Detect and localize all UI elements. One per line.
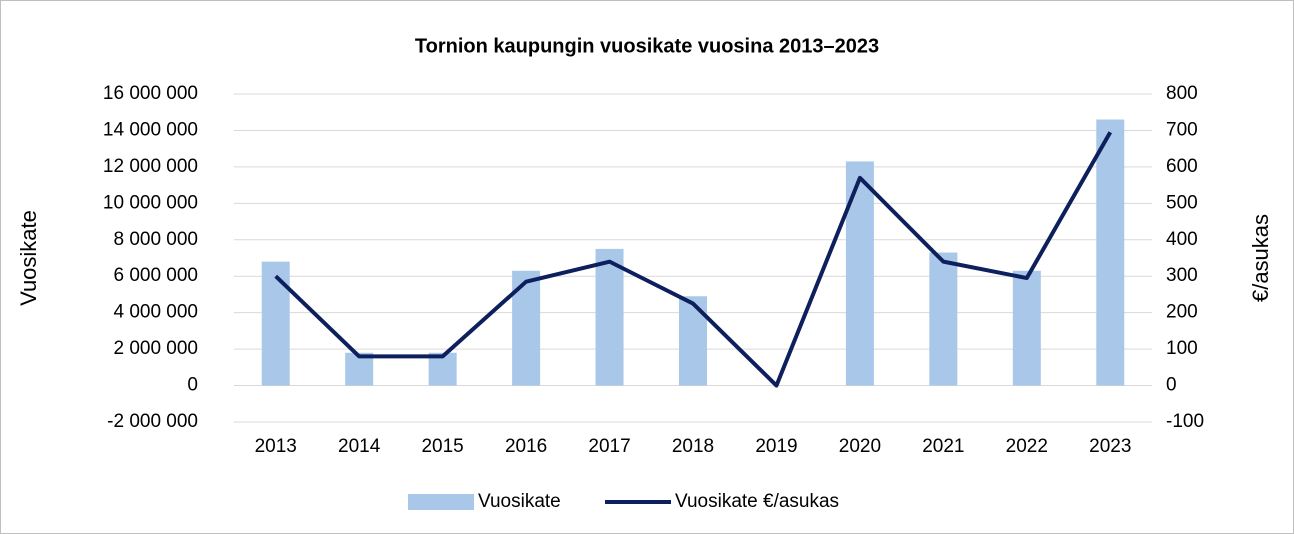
y-tick-label: 4 000 000	[113, 302, 198, 323]
x-tick-label: 2018	[672, 436, 714, 457]
x-tick-label: 2017	[588, 436, 630, 457]
y-tick-label: 16 000 000	[103, 83, 198, 104]
bar	[1096, 119, 1125, 386]
x-tick-label: 2013	[255, 436, 297, 457]
y-tick-label: 0	[187, 375, 198, 396]
y2-tick-label: 600	[1166, 156, 1198, 177]
y-tick-label: -2 000 000	[107, 411, 198, 432]
y2-tick-label: -100	[1166, 411, 1204, 432]
legend-label: Vuosikate €/asukas	[675, 491, 839, 512]
y-tick-label: 12 000 000	[103, 156, 198, 177]
x-tick-label: 2019	[755, 436, 797, 457]
bar	[929, 252, 958, 386]
y2-tick-label: 100	[1166, 338, 1198, 359]
y2-tick-label: 500	[1166, 192, 1198, 213]
y2-tick-label: 0	[1166, 375, 1177, 396]
y-tick-label: 14 000 000	[103, 119, 198, 140]
bar	[679, 296, 707, 386]
y2-axis-label: €/asukas	[1248, 214, 1273, 302]
y2-tick-label: 300	[1166, 265, 1198, 286]
bar	[845, 161, 874, 386]
y-tick-label: 2 000 000	[113, 338, 198, 359]
bar	[1012, 270, 1041, 386]
x-tick-label: 2014	[338, 436, 381, 457]
line	[274, 131, 1113, 388]
y-tick-label: 6 000 000	[113, 265, 198, 286]
legend-label: Vuosikate	[478, 491, 561, 512]
bar	[261, 261, 290, 386]
y2-tick-label: 200	[1166, 302, 1198, 323]
x-tick-label: 2023	[1089, 436, 1131, 457]
y2-tick-label: 800	[1166, 83, 1198, 104]
chart-title: Tornion kaupungin vuosikate vuosina 2013…	[415, 35, 879, 57]
x-tick-label: 2020	[839, 436, 881, 457]
legend-swatch	[408, 494, 474, 510]
y-axis-label: Vuosikate	[16, 210, 41, 306]
x-tick-label: 2021	[922, 436, 964, 457]
bar	[595, 248, 624, 386]
x-tick-label: 2015	[421, 436, 463, 457]
y2-tick-label: 400	[1166, 229, 1198, 250]
y-tick-label: 8 000 000	[113, 229, 198, 250]
x-tick-label: 2022	[1006, 436, 1048, 457]
x-tick-label: 2016	[505, 436, 547, 457]
y-tick-label: 10 000 000	[103, 192, 198, 213]
y2-tick-label: 700	[1166, 119, 1198, 140]
